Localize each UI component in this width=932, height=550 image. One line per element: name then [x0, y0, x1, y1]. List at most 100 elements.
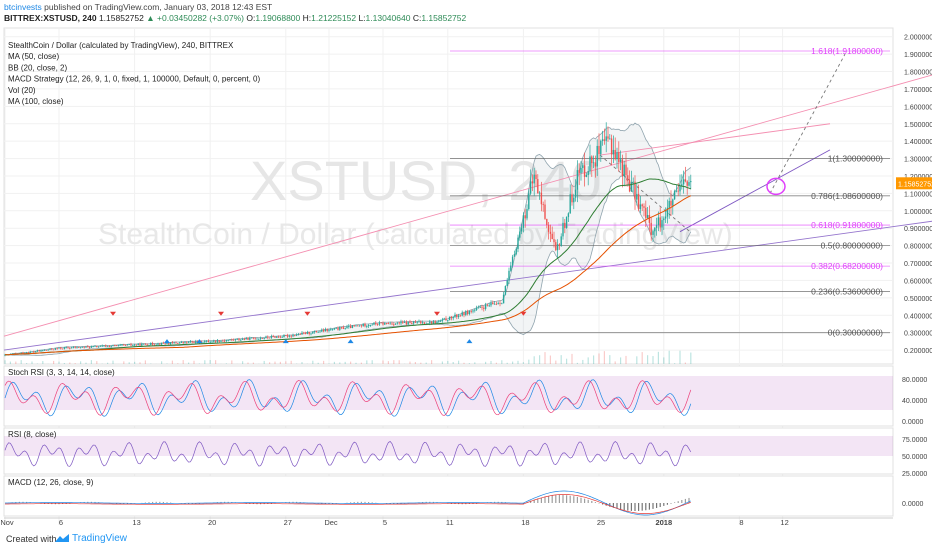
macd-bar [299, 502, 301, 503]
candle-body [150, 343, 152, 346]
volume-bar [485, 361, 487, 364]
macd-bar [630, 503, 632, 511]
close-label: C: [412, 13, 422, 23]
candle-body [547, 224, 550, 232]
macd-bar [400, 503, 402, 505]
candle-body [333, 328, 336, 330]
candle-body [556, 244, 559, 251]
trend-line [3, 74, 932, 337]
candle-body [358, 325, 361, 327]
volume-bar [366, 360, 368, 364]
projection-line [769, 53, 846, 194]
candle-body [33, 351, 35, 353]
macd-bar [663, 503, 665, 506]
candle-body [585, 175, 588, 177]
macd-bar [227, 501, 229, 503]
macd-bar [126, 503, 128, 505]
rsi-pane [3, 427, 894, 475]
time-axis-label: 12 [780, 518, 788, 527]
price-scale-label: 1.60000000 [904, 104, 932, 111]
candle-body [416, 322, 418, 323]
rsi-scale-label: 25.0000 [902, 471, 927, 478]
macd-bar [576, 496, 578, 503]
volume-bar [522, 362, 524, 364]
symbol-line: BITTREX:XSTUSD, 240 1.15852752 ▲ +0.0345… [4, 13, 466, 23]
macd-bar [674, 502, 676, 503]
price-scale-label: 0.50000000 [904, 296, 932, 303]
candle-body [76, 346, 78, 348]
price-scale-label: 0.70000000 [904, 261, 932, 268]
candle-body [677, 190, 679, 192]
buy-arrow-icon [164, 339, 170, 344]
chart-area[interactable]: XSTUSD, 240 StealthCoin / Dollar (calcula… [0, 26, 932, 543]
candle-body [454, 314, 456, 317]
rsi-line [4, 441, 692, 467]
candle-body [360, 325, 363, 327]
volume-bar [279, 361, 281, 364]
candle-body [56, 348, 58, 350]
candle-body [681, 184, 683, 186]
candle-body [99, 345, 102, 347]
macd-bar [368, 502, 370, 503]
volume-bar [350, 361, 352, 364]
time-axis-label: 18 [521, 518, 529, 527]
legend-line-5: MA (100, close) [8, 97, 64, 106]
candle-body [277, 336, 280, 338]
macd-bar [684, 498, 686, 503]
candle-body [344, 328, 346, 330]
candle-body [520, 227, 523, 232]
macd-bar [195, 503, 197, 505]
candle-body [225, 340, 228, 342]
candle-body [661, 220, 663, 228]
rsi-scale-label: 75.0000 [902, 437, 927, 444]
buy-arrow-icon [347, 339, 354, 344]
trend-line [599, 123, 831, 156]
candle-body [682, 179, 685, 185]
candle-body [616, 152, 618, 160]
candle-body [479, 306, 481, 308]
macd-bar [328, 503, 330, 505]
volume-bar [657, 351, 659, 364]
candle-body [157, 343, 159, 345]
candle-body [335, 327, 337, 329]
candle-body [472, 310, 474, 312]
candle-body [466, 311, 469, 315]
candle-body [256, 338, 258, 340]
candle-body [456, 314, 458, 318]
footer: Created with TradingView [0, 530, 932, 550]
candle-body [405, 322, 408, 325]
volume-bar [333, 361, 335, 364]
time-axis-label: 5 [383, 518, 387, 527]
macd-bar [551, 495, 553, 503]
candle-body [128, 344, 130, 346]
candle-body [367, 325, 370, 327]
candle-body [652, 231, 654, 235]
candle-body [497, 303, 499, 305]
volume-bar [625, 355, 627, 364]
candle-body [580, 167, 582, 174]
volume-bar [107, 362, 109, 364]
candle-body [605, 136, 607, 141]
tradingview-link[interactable]: TradingView [55, 533, 127, 544]
candle-body [70, 347, 73, 349]
candle-body [407, 321, 409, 325]
candle-body [429, 321, 431, 324]
candle-body [600, 140, 602, 155]
volume-bar [285, 361, 287, 364]
candle-body [315, 331, 318, 333]
candle-body [625, 164, 627, 176]
candle-body [268, 337, 271, 339]
candle-body [564, 222, 566, 228]
candle-body [576, 170, 579, 190]
candle-body [423, 322, 426, 324]
grid [4, 28, 893, 525]
candle-body [232, 339, 235, 341]
legend-line-0: StealthCoin / Dollar (calculated by Trad… [8, 41, 234, 50]
volume-bar [128, 362, 130, 364]
author-link[interactable]: btcinvests [4, 2, 42, 12]
volume-bar [225, 363, 227, 364]
candle-body [324, 329, 327, 332]
candle-body [121, 344, 123, 346]
price-scale-label: 1.30000000 [904, 157, 932, 164]
candle-body [171, 342, 174, 344]
